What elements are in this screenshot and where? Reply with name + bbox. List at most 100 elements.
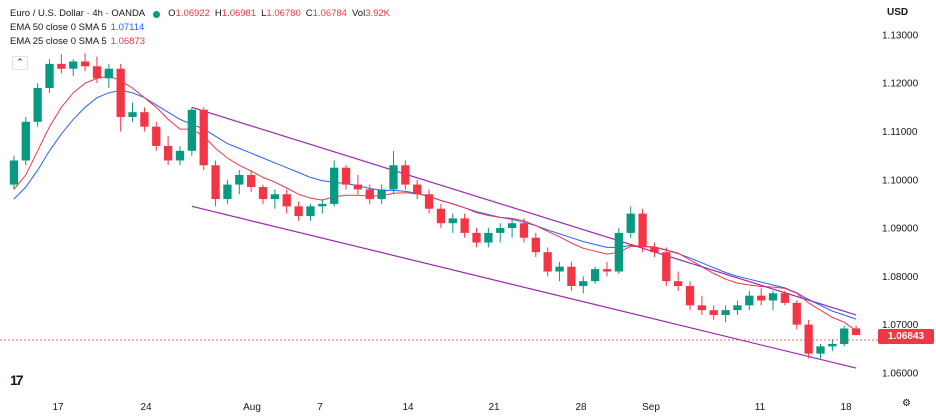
gear-icon[interactable]: ⚙ bbox=[902, 398, 911, 409]
candle[interactable] bbox=[413, 179, 422, 200]
candle[interactable] bbox=[45, 59, 54, 93]
candle[interactable] bbox=[152, 121, 161, 151]
candle[interactable] bbox=[80, 53, 90, 72]
candle[interactable] bbox=[780, 290, 790, 306]
candle[interactable] bbox=[389, 150, 398, 195]
candle[interactable] bbox=[567, 261, 576, 291]
candle[interactable] bbox=[662, 247, 671, 287]
ema50-label[interactable]: EMA 50 close 0 SMA 5 bbox=[10, 22, 107, 33]
candle[interactable] bbox=[460, 213, 469, 238]
ema25-line[interactable] bbox=[13, 75, 857, 332]
candle[interactable] bbox=[436, 203, 446, 229]
candle[interactable] bbox=[9, 155, 19, 190]
candle[interactable] bbox=[543, 247, 552, 277]
candle[interactable] bbox=[377, 184, 386, 204]
channel-upper-line[interactable] bbox=[191, 106, 857, 316]
candle[interactable] bbox=[211, 160, 220, 207]
candle[interactable] bbox=[33, 83, 42, 127]
candle[interactable] bbox=[507, 218, 517, 238]
candle[interactable] bbox=[851, 325, 861, 336]
ohlc-key: Vol bbox=[351, 8, 366, 19]
ohlc-value: 1.06784 bbox=[312, 8, 347, 19]
candle[interactable] bbox=[353, 174, 363, 195]
ohlc-value: 1.06981 bbox=[221, 8, 257, 19]
currency-selector[interactable]: USD bbox=[887, 7, 909, 18]
candle[interactable] bbox=[840, 325, 849, 347]
candle[interactable] bbox=[602, 261, 612, 277]
candle[interactable] bbox=[21, 116, 30, 166]
chevron-up-icon[interactable]: ⌃ bbox=[12, 56, 28, 70]
candle[interactable] bbox=[531, 232, 540, 258]
candle[interactable] bbox=[306, 203, 315, 221]
candle[interactable] bbox=[282, 189, 291, 214]
tradingview-logo-icon[interactable]: 17 bbox=[10, 372, 24, 388]
candle[interactable] bbox=[590, 266, 600, 284]
candle[interactable] bbox=[247, 170, 256, 192]
candle[interactable] bbox=[294, 201, 303, 221]
candle[interactable] bbox=[519, 218, 529, 243]
candle[interactable] bbox=[768, 290, 778, 311]
candle[interactable] bbox=[733, 300, 742, 315]
candle[interactable] bbox=[448, 213, 457, 233]
candle[interactable] bbox=[365, 184, 374, 204]
candle[interactable] bbox=[614, 228, 623, 274]
candle[interactable] bbox=[792, 300, 801, 330]
candle[interactable] bbox=[650, 242, 659, 258]
candle[interactable] bbox=[175, 145, 185, 166]
candle[interactable] bbox=[685, 281, 695, 311]
candle[interactable] bbox=[223, 179, 232, 204]
candle[interactable] bbox=[235, 170, 244, 195]
candle[interactable] bbox=[745, 290, 754, 311]
candle[interactable] bbox=[638, 208, 647, 253]
candle[interactable] bbox=[116, 63, 125, 132]
x-tick-label: Aug bbox=[243, 402, 261, 413]
candle[interactable] bbox=[330, 160, 339, 207]
candle[interactable] bbox=[472, 228, 481, 248]
candle[interactable] bbox=[709, 305, 718, 320]
candle[interactable] bbox=[163, 136, 173, 166]
candle[interactable] bbox=[828, 339, 837, 352]
x-tick-label: Sep bbox=[642, 402, 660, 413]
candle[interactable] bbox=[757, 288, 766, 306]
candle[interactable] bbox=[816, 343, 825, 359]
y-tick-label: 1.10000 bbox=[882, 175, 919, 186]
candle[interactable] bbox=[626, 206, 635, 238]
candle[interactable] bbox=[187, 107, 196, 156]
candle[interactable] bbox=[674, 271, 683, 291]
ohlc-values: O1.06922 H1.06981 L1.06780 C1.06784 Vol3.92K bbox=[168, 7, 395, 21]
ema25-value: 1.06873 bbox=[110, 36, 145, 47]
x-tick-label: 17 bbox=[52, 402, 64, 413]
candle[interactable] bbox=[258, 184, 268, 204]
symbol-title[interactable]: Euro / U.S. Dollar · 4h · OANDA bbox=[10, 8, 146, 19]
candle[interactable] bbox=[199, 107, 208, 171]
candle[interactable] bbox=[579, 276, 588, 294]
candle[interactable] bbox=[57, 54, 66, 74]
candle[interactable] bbox=[721, 305, 730, 323]
candle[interactable] bbox=[496, 223, 505, 243]
y-tick-label: 1.06000 bbox=[882, 368, 919, 379]
candle[interactable] bbox=[92, 56, 102, 84]
x-tick-label: 7 bbox=[317, 402, 323, 413]
candle[interactable] bbox=[341, 165, 351, 190]
candle[interactable] bbox=[484, 228, 493, 248]
candle[interactable] bbox=[140, 107, 149, 132]
y-tick-label: 1.09000 bbox=[882, 224, 919, 235]
ohlc-key: H bbox=[214, 8, 222, 19]
channel-lower-line[interactable] bbox=[191, 205, 857, 369]
ema25-label[interactable]: EMA 25 close 0 SMA 5 bbox=[10, 36, 107, 47]
candle[interactable] bbox=[270, 189, 280, 209]
ohlc-value: 1.06922 bbox=[175, 8, 210, 19]
candle[interactable] bbox=[697, 295, 707, 315]
candle[interactable] bbox=[555, 261, 564, 282]
candle[interactable] bbox=[424, 189, 434, 214]
candle[interactable] bbox=[69, 59, 78, 76]
ohlc-value: 1.06780 bbox=[266, 8, 301, 19]
candle[interactable] bbox=[401, 160, 410, 190]
candle[interactable] bbox=[128, 102, 137, 122]
candle[interactable] bbox=[804, 319, 813, 359]
candle[interactable] bbox=[104, 63, 113, 89]
candle[interactable] bbox=[318, 199, 327, 214]
x-tick-label: 21 bbox=[488, 402, 500, 413]
